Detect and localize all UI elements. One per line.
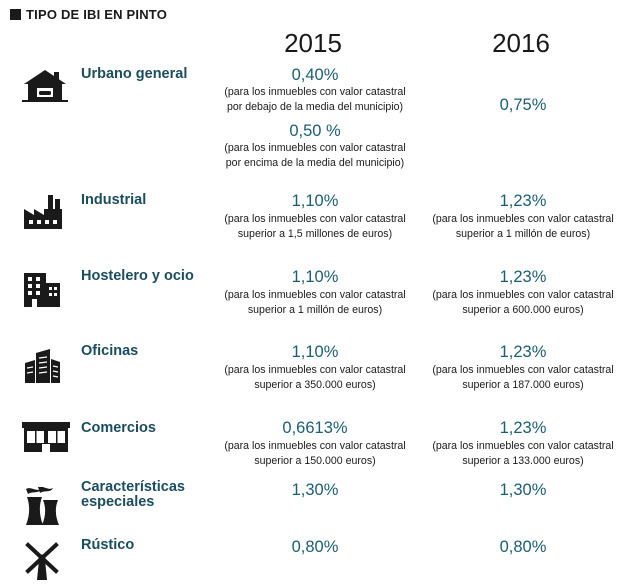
cooling-towers-icon: [26, 487, 59, 525]
category-caracteristicas-especiales-l2: especiales: [81, 494, 155, 510]
category-urbano-general: Urbano general: [81, 66, 188, 82]
rate-2015-comercios: 0,6613%: [282, 419, 348, 437]
rate-2015-hostelero: 1,10%: [291, 268, 339, 286]
note-2015-urbano-high-l2: por encima de la media del municipio): [225, 157, 405, 169]
note-2015-comercios-l1: (para los inmuebles con valor catastral: [224, 440, 406, 452]
note-2016-comercios-l1: (para los inmuebles con valor catastral: [432, 440, 614, 452]
rate-2016-comercios: 1,23%: [499, 419, 547, 437]
note-2015-oficinas-l2: superior a 350.000 euros): [254, 379, 376, 391]
rate-2016-oficinas: 1,23%: [499, 343, 547, 361]
office-buildings-icon: [25, 349, 60, 383]
category-rustico: Rústico: [81, 537, 135, 553]
note-2015-comercios-l2: superior a 150.000 euros): [254, 455, 376, 467]
rate-2015-oficinas: 1,10%: [291, 343, 339, 361]
rate-2016-especiales: 1,30%: [499, 481, 547, 499]
rate-2016-rustico: 0,80%: [499, 538, 547, 556]
category-industrial: Industrial: [81, 192, 147, 208]
category-caracteristicas-especiales-l1: Características: [81, 479, 185, 495]
rate-2016-urbano: 0,75%: [499, 96, 547, 114]
storefront-icon: [22, 422, 70, 452]
note-2016-industrial-l1: (para los inmuebles con valor catastral: [432, 213, 614, 225]
note-2015-hostelero-l2: superior a 1 millón de euros): [247, 304, 383, 316]
note-2015-hostelero-l1: (para los inmuebles con valor catastral: [224, 289, 406, 301]
note-2016-industrial-l2: superior a 1 millón de euros): [455, 228, 591, 240]
note-2015-urbano-high-l1: (para los inmuebles con valor catastral: [224, 142, 406, 154]
note-2016-hostelero-l1: (para los inmuebles con valor catastral: [432, 289, 614, 301]
rate-2015-industrial: 1,10%: [291, 192, 339, 210]
note-2016-oficinas-l1: (para los inmuebles con valor catastral: [432, 364, 614, 376]
title-square-icon: [10, 9, 21, 20]
rate-2015-urbano-low: 0,40%: [291, 66, 339, 84]
year-header-2016: 2016: [492, 28, 550, 58]
note-2015-urbano-low-l1: (para los inmuebles con valor catastral: [224, 86, 406, 98]
house-icon: [22, 70, 68, 102]
note-2015-urbano-low-l2: por debajo de la media del municipio): [226, 101, 404, 113]
factory-icon: [24, 195, 62, 229]
note-2015-industrial-l1: (para los inmuebles con valor catastral: [224, 213, 406, 225]
category-hostelero-ocio: Hostelero y ocio: [81, 268, 194, 284]
rate-2016-industrial: 1,23%: [499, 192, 547, 210]
note-2016-comercios-l2: superior a 133.000 euros): [462, 455, 584, 467]
rate-2015-rustico: 0,80%: [291, 538, 339, 556]
page-title: TIPO DE IBI EN PINTO: [26, 7, 168, 22]
rate-2016-hostelero: 1,23%: [499, 268, 547, 286]
category-oficinas: Oficinas: [81, 343, 139, 359]
windmill-icon: [25, 542, 59, 580]
rate-2015-urbano-high: 0,50 %: [289, 122, 341, 140]
rate-2015-especiales: 1,30%: [291, 481, 339, 499]
category-comercios: Comercios: [81, 420, 156, 436]
hotel-building-icon: [24, 273, 60, 307]
year-header-2015: 2015: [284, 28, 342, 58]
note-2016-oficinas-l2: superior a 187.000 euros): [462, 379, 584, 391]
note-2015-industrial-l2: superior a 1,5 millones de euros): [237, 228, 393, 240]
note-2016-hostelero-l2: superior a 600.000 euros): [462, 304, 584, 316]
note-2015-oficinas-l1: (para los inmuebles con valor catastral: [224, 364, 406, 376]
